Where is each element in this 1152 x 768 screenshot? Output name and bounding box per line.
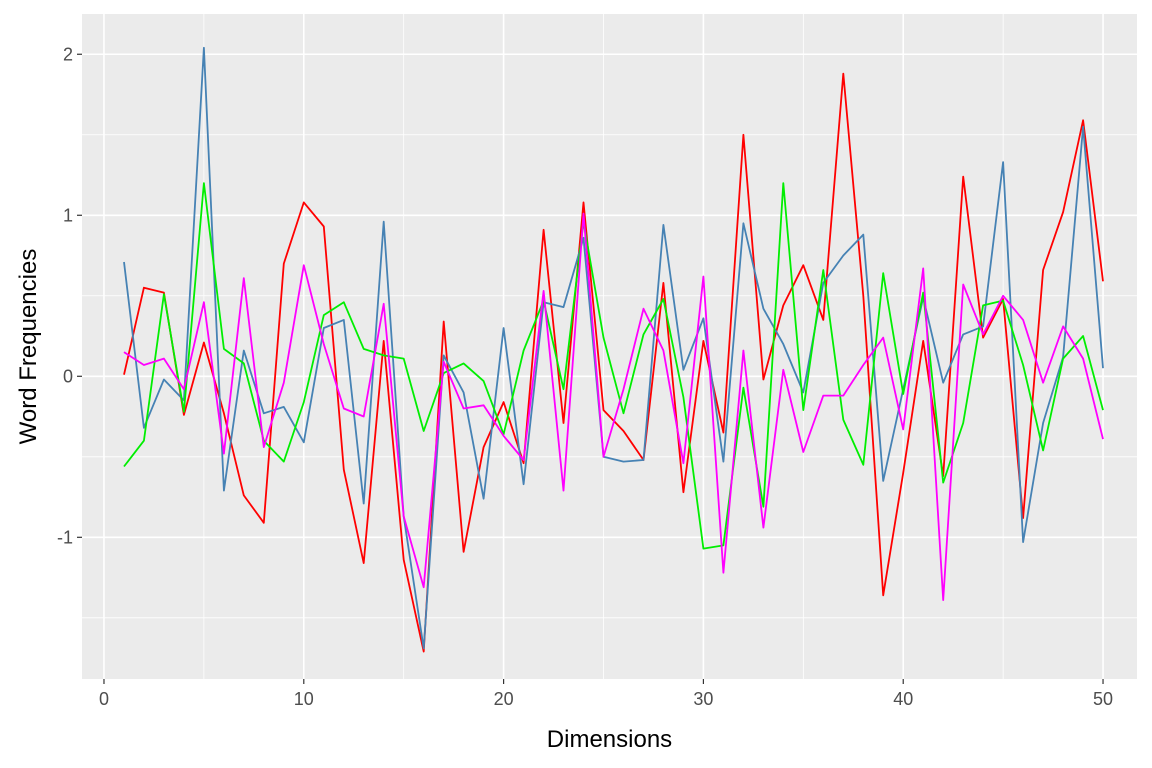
y-tick-label: 2 (63, 44, 73, 64)
y-tick-label: 1 (63, 205, 73, 225)
y-tick-label: 0 (63, 366, 73, 386)
series-line-4 (123, 212, 1104, 601)
x-axis-ticks: 0 10 20 30 40 50 (99, 679, 1113, 709)
y-axis-ticks: -1 0 1 2 (57, 44, 82, 547)
plot-panel (82, 14, 1137, 679)
x-tick-label: 30 (693, 689, 713, 709)
x-tick-label: 40 (893, 689, 913, 709)
y-tick-label: -1 (57, 527, 73, 547)
series-line-2 (123, 46, 1104, 650)
y-axis-title: Word Frequencies (15, 249, 42, 445)
minor-gridlines (82, 14, 1137, 679)
x-axis-title: Dimensions (547, 726, 672, 753)
series-line-3 (123, 182, 1104, 550)
x-tick-label: 50 (1093, 689, 1113, 709)
series-lines (123, 46, 1104, 653)
x-tick-label: 20 (494, 689, 514, 709)
x-tick-label: 10 (294, 689, 314, 709)
x-tick-label: 0 (99, 689, 109, 709)
